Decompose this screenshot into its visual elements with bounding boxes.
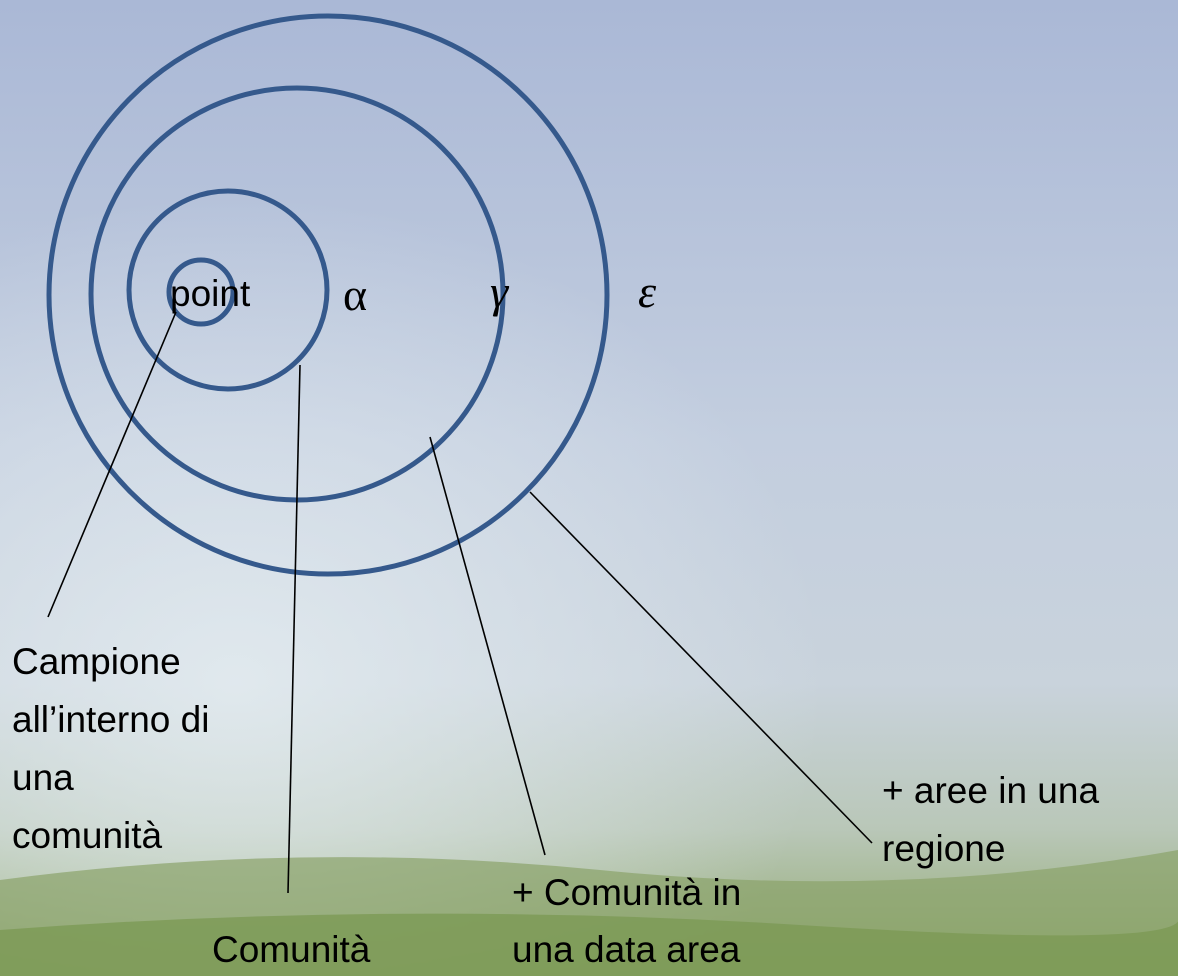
annotation-line: + aree in una: [882, 770, 1099, 811]
ring-label: ε: [638, 266, 657, 317]
annotation-line: all’interno di: [12, 699, 209, 740]
annotation-line: una data area: [512, 929, 741, 970]
ring-label: point: [170, 273, 251, 314]
annotation-line: una: [12, 757, 74, 798]
ring-label: γ: [490, 266, 510, 317]
annotation-line: comunità: [12, 815, 163, 856]
annotation-line: Campione: [12, 641, 181, 682]
diagram: point α γ ε Campione all’interno di una …: [0, 0, 1178, 976]
annotation-line: + Comunità in: [512, 872, 741, 913]
annotation-line: Comunità: [212, 929, 371, 970]
ring-label: α: [343, 269, 367, 320]
annotation-line: regione: [882, 828, 1005, 869]
